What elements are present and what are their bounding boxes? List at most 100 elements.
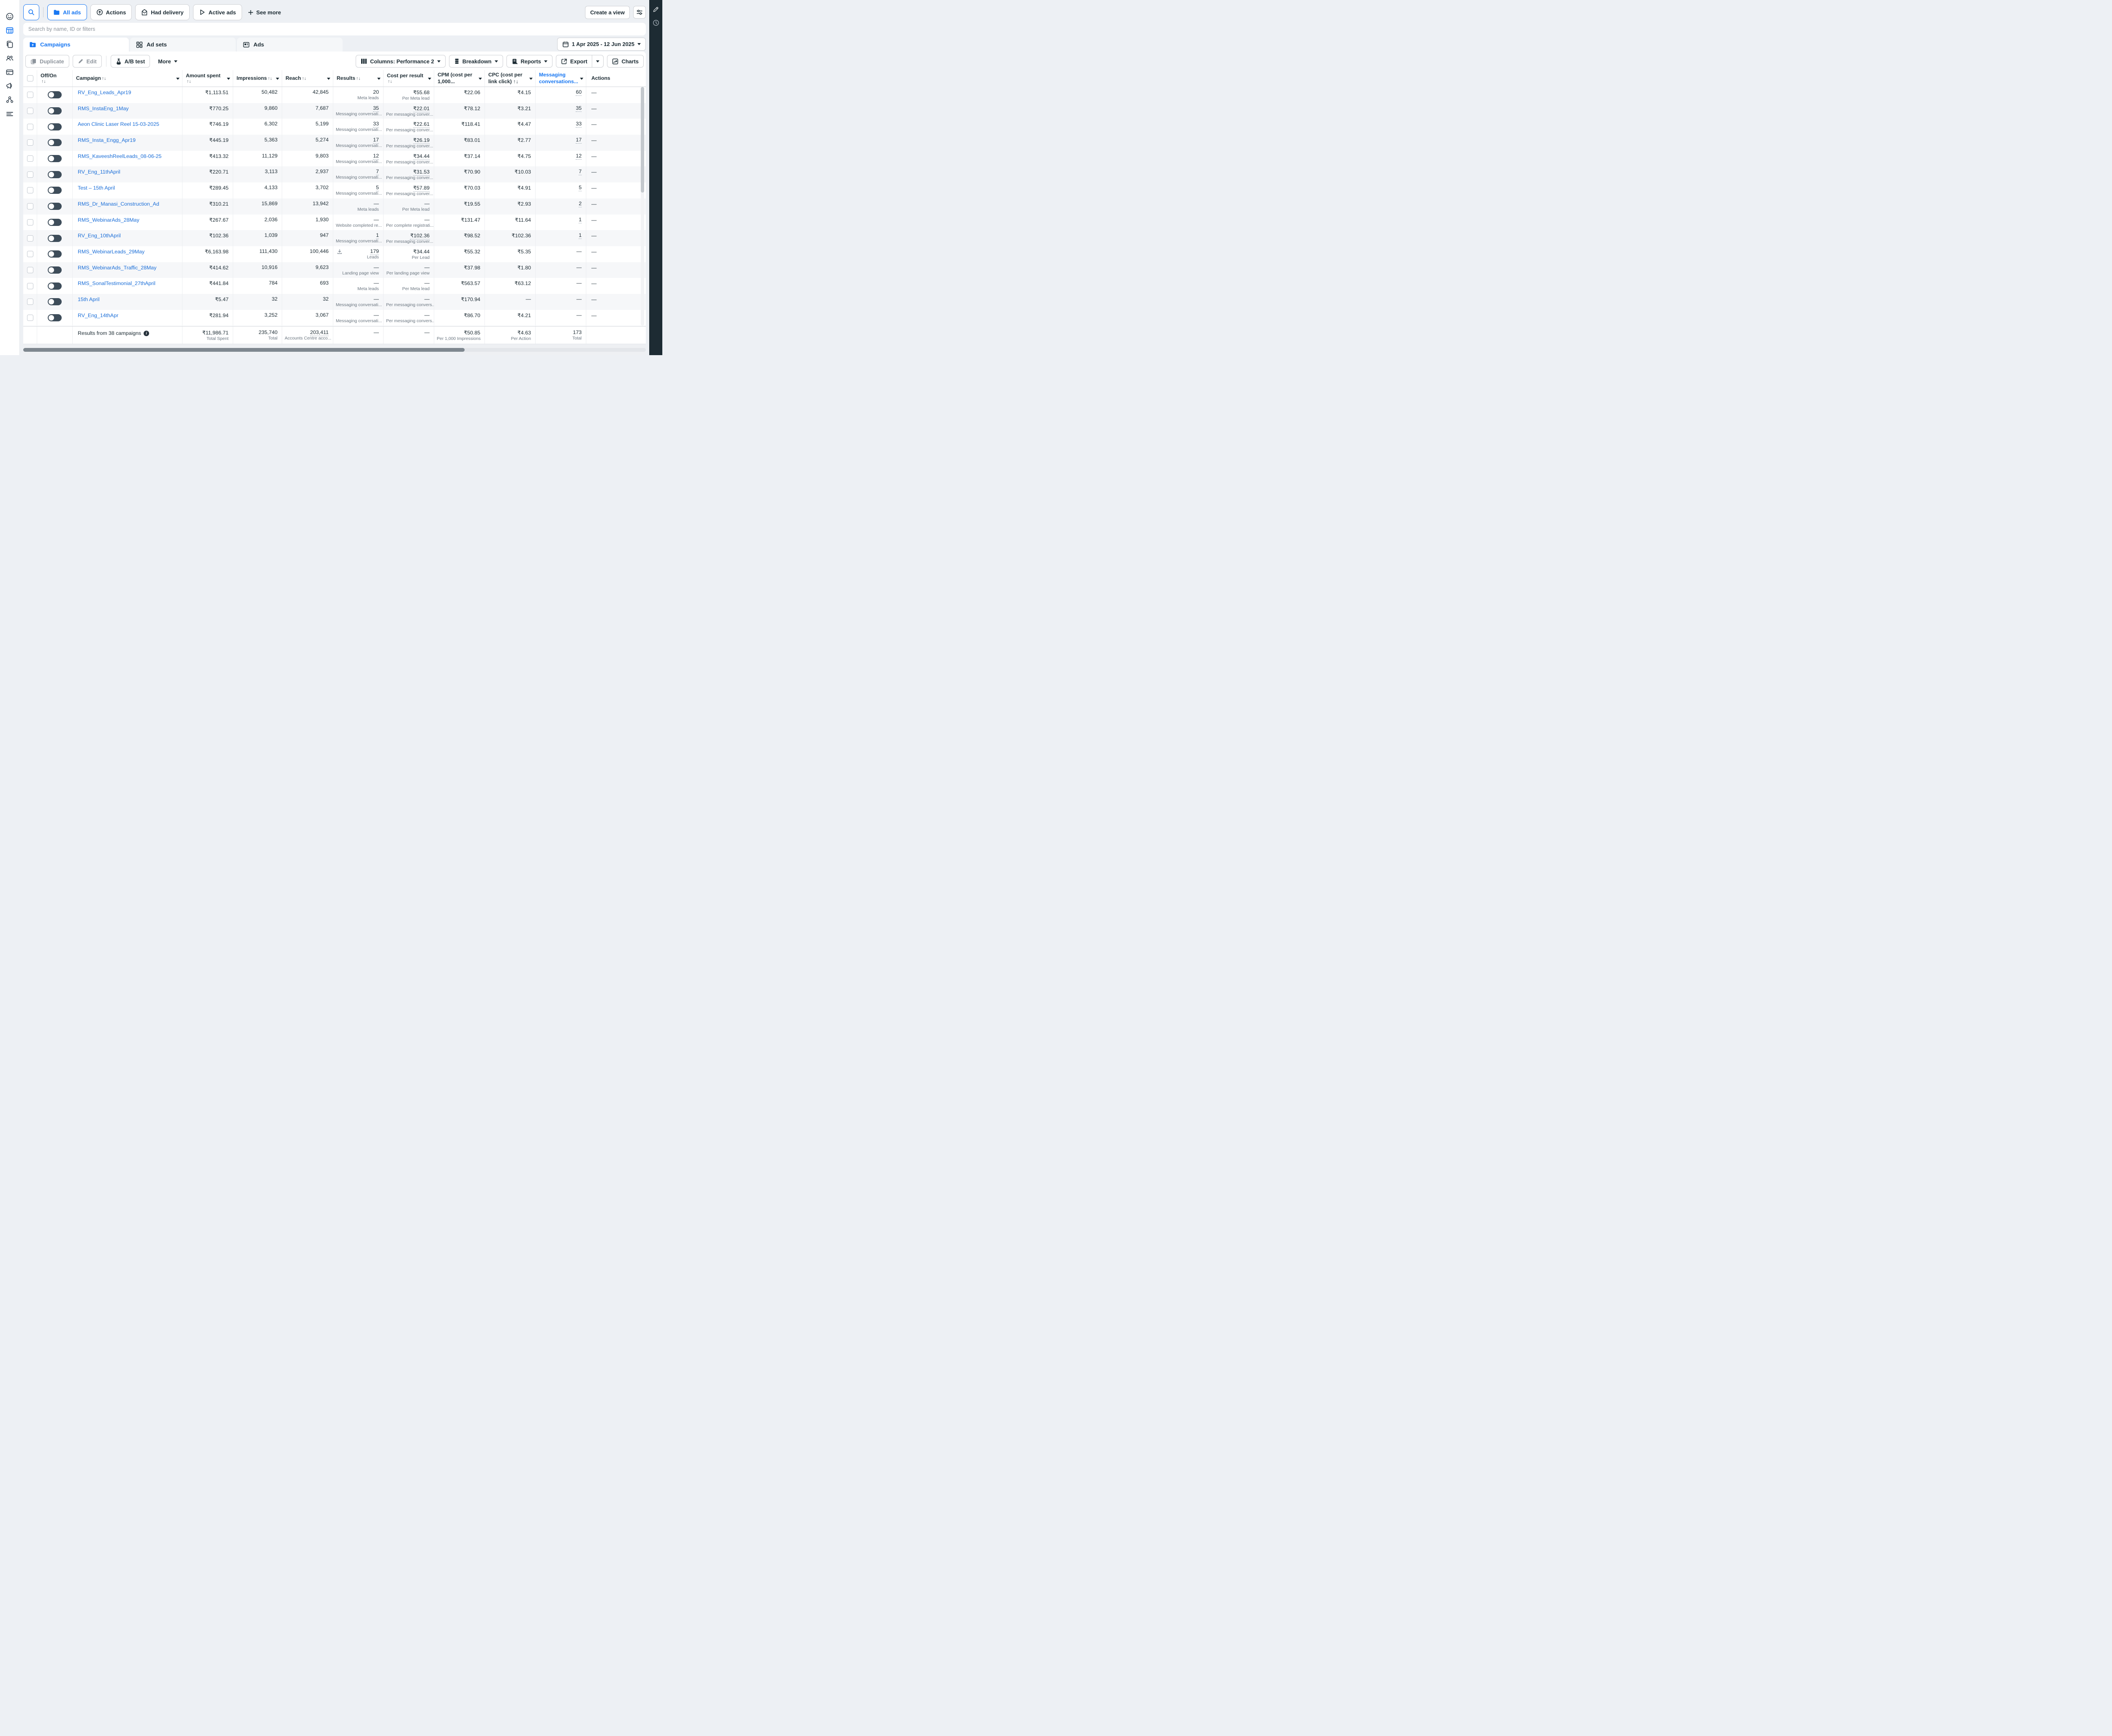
campaign-link[interactable]: RMS_WebinarAds_Traffic_28May <box>73 262 182 278</box>
header-cpc[interactable]: CPC (cost per link click) ↑↓ <box>485 70 536 87</box>
filter-chip-had-delivery[interactable]: Had delivery <box>135 4 190 20</box>
select-all-checkbox[interactable] <box>27 75 33 82</box>
off-on-toggle[interactable] <box>48 155 62 163</box>
filter-caret-icon[interactable] <box>479 77 482 82</box>
export-button[interactable]: Export <box>556 55 592 67</box>
ab-test-button[interactable]: A/B test <box>110 55 150 68</box>
columns-button[interactable]: Columns: Performance 2 <box>356 55 446 68</box>
row-checkbox[interactable] <box>27 171 33 178</box>
campaign-link[interactable]: RMS_WebinarAds_28May <box>73 214 182 231</box>
row-checkbox[interactable] <box>27 314 33 321</box>
off-on-toggle[interactable] <box>48 266 62 274</box>
row-checkbox[interactable] <box>27 283 33 289</box>
row-checkbox[interactable] <box>27 251 33 258</box>
header-cpm[interactable]: CPM (cost per 1,000... <box>434 70 485 87</box>
campaign-link[interactable]: RMS_KaveeshReelLeads_08-06-25 <box>73 150 182 167</box>
campaign-link[interactable]: RMS_WebinarLeads_29May <box>73 246 182 262</box>
campaign-link[interactable]: RV_Eng_11thApril <box>73 166 182 183</box>
date-range-button[interactable]: 1 Apr 2025 - 12 Jun 2025 <box>557 38 646 51</box>
export-options-button[interactable] <box>592 55 603 67</box>
campaign-link[interactable]: RV_Eng_Leads_Apr19 <box>73 87 182 103</box>
filter-caret-icon[interactable] <box>580 77 583 82</box>
campaign-link[interactable]: Aeon Clinic Laser Reel 15-03-2025 <box>73 119 182 135</box>
header-impressions[interactable]: Impressions ↑↓ <box>233 70 282 87</box>
filter-caret-icon[interactable] <box>377 77 381 82</box>
row-checkbox[interactable] <box>27 299 33 305</box>
header-messaging-conversations[interactable]: Messaging conversations... <box>536 70 586 87</box>
campaign-link[interactable]: RV_Eng_14thApr <box>73 310 182 326</box>
row-checkbox[interactable] <box>27 92 33 98</box>
header-reach[interactable]: Reach ↑↓ <box>282 70 333 87</box>
row-checkbox[interactable] <box>27 123 33 130</box>
vertical-scrollbar-track[interactable] <box>641 87 644 326</box>
off-on-toggle[interactable] <box>48 234 62 242</box>
off-on-toggle[interactable] <box>48 314 62 321</box>
clock-icon[interactable] <box>652 19 660 27</box>
row-checkbox[interactable] <box>27 219 33 225</box>
row-checkbox[interactable] <box>27 266 33 273</box>
vertical-scrollbar-thumb[interactable] <box>641 87 644 193</box>
tab-campaigns[interactable]: Campaigns <box>23 38 129 52</box>
off-on-toggle[interactable] <box>48 282 62 290</box>
campaigns-table-icon[interactable] <box>5 25 15 35</box>
header-off-on[interactable]: Off/On ↑↓ <box>37 70 73 87</box>
off-on-toggle[interactable] <box>48 250 62 258</box>
pages-icon[interactable] <box>5 39 15 49</box>
off-on-toggle[interactable] <box>48 123 62 130</box>
menu-lines-icon[interactable] <box>5 109 15 119</box>
row-checkbox[interactable] <box>27 203 33 210</box>
pencil-icon[interactable] <box>652 5 660 14</box>
promote-megaphone-icon[interactable] <box>5 81 15 91</box>
filter-caret-icon[interactable] <box>276 77 279 82</box>
breakdown-button[interactable]: Breakdown <box>449 55 503 68</box>
header-results[interactable]: Results ↑↓ <box>333 70 384 87</box>
row-checkbox[interactable] <box>27 187 33 194</box>
off-on-toggle[interactable] <box>48 107 62 115</box>
search-input[interactable] <box>23 23 646 35</box>
row-checkbox[interactable] <box>27 235 33 242</box>
more-button[interactable]: More <box>153 55 182 68</box>
filter-chip-actions[interactable]: Actions <box>90 4 132 20</box>
horizontal-scrollbar-track[interactable] <box>23 348 646 352</box>
filter-caret-icon[interactable] <box>327 77 330 82</box>
duplicate-button[interactable]: Duplicate <box>25 55 69 68</box>
filter-chip-all-ads[interactable]: All ads <box>47 4 87 20</box>
view-settings-button[interactable] <box>633 6 646 19</box>
audiences-icon[interactable] <box>5 53 15 63</box>
off-on-toggle[interactable] <box>48 298 62 306</box>
campaign-link[interactable]: 15th April <box>73 293 182 310</box>
campaign-link[interactable]: Test – 15th April <box>73 182 182 198</box>
off-on-toggle[interactable] <box>48 187 62 194</box>
tab-ads[interactable]: Ads <box>237 38 343 52</box>
off-on-toggle[interactable] <box>48 218 62 226</box>
off-on-toggle[interactable] <box>48 203 62 210</box>
off-on-toggle[interactable] <box>48 91 62 99</box>
header-cost-per-result[interactable]: Cost per result ↑↓ <box>384 70 434 87</box>
charts-button[interactable]: Charts <box>607 55 644 68</box>
search-filter-button[interactable] <box>23 4 39 20</box>
row-checkbox[interactable] <box>27 139 33 146</box>
info-icon[interactable]: i <box>144 330 150 336</box>
create-a-view-button[interactable]: Create a view <box>585 5 630 19</box>
filter-chip-active-ads[interactable]: Active ads <box>193 4 242 20</box>
filter-caret-icon[interactable] <box>176 77 180 82</box>
campaign-link[interactable]: RMS_Insta_Engg_Apr19 <box>73 135 182 151</box>
billing-icon[interactable] <box>5 67 15 77</box>
campaign-link[interactable]: RMS_InstaEng_1May <box>73 103 182 119</box>
campaign-link[interactable]: RMS_Dr_Manasi_Construction_Ad <box>73 198 182 215</box>
account-overview-icon[interactable] <box>5 11 15 22</box>
header-campaign[interactable]: Campaign ↑↓ <box>73 70 182 87</box>
row-checkbox[interactable] <box>27 155 33 162</box>
campaign-link[interactable]: RV_Eng_10thApril <box>73 230 182 246</box>
reports-button[interactable]: Reports <box>506 55 552 68</box>
business-network-icon[interactable] <box>5 95 15 105</box>
filter-caret-icon[interactable] <box>428 77 431 82</box>
header-amount-spent[interactable]: Amount spent ↑↓ <box>182 70 233 87</box>
horizontal-scrollbar-thumb[interactable] <box>23 348 465 352</box>
edit-button[interactable]: Edit <box>72 55 102 68</box>
download-icon[interactable] <box>337 249 342 254</box>
off-on-toggle[interactable] <box>48 139 62 147</box>
row-checkbox[interactable] <box>27 108 33 114</box>
filter-caret-icon[interactable] <box>227 77 230 82</box>
see-more-button[interactable]: See more <box>245 9 284 16</box>
